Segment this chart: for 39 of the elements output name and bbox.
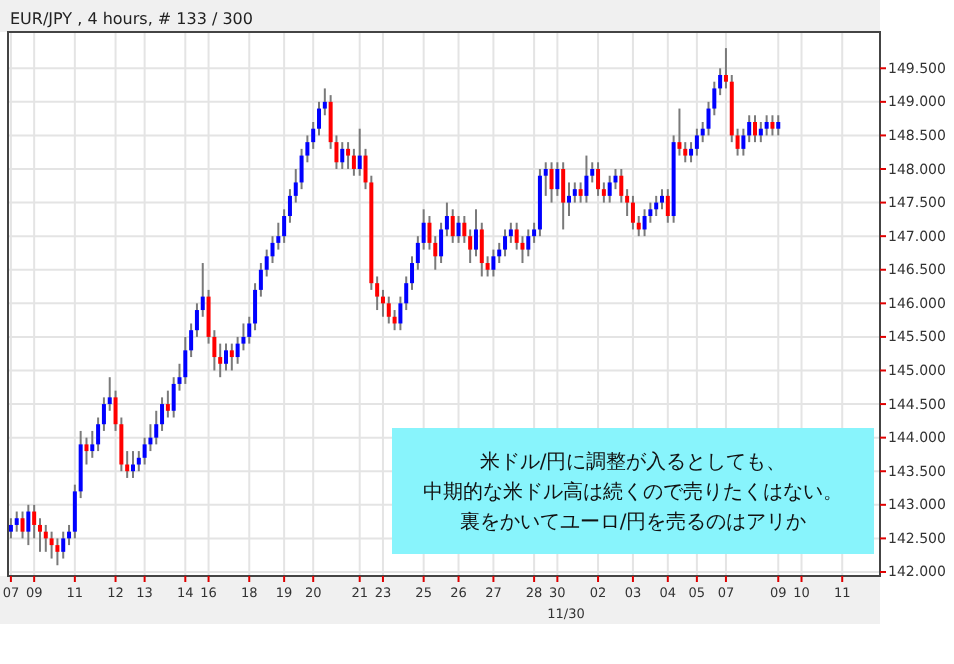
candlestick <box>642 208 647 238</box>
candlestick <box>450 208 455 244</box>
candlestick <box>566 181 571 218</box>
candlestick <box>694 127 699 157</box>
candlestick <box>770 114 775 137</box>
candlestick <box>555 161 560 197</box>
candlestick <box>224 342 228 372</box>
candlestick <box>456 215 461 244</box>
candlestick <box>584 154 589 204</box>
candlestick <box>386 295 391 325</box>
candlestick <box>20 510 25 540</box>
candlestick <box>357 127 362 177</box>
candlestick <box>607 174 612 204</box>
candlestick <box>61 530 66 560</box>
candlestick <box>764 114 769 137</box>
candlestick <box>351 147 356 177</box>
candlestick <box>630 194 635 231</box>
candlestick <box>26 503 31 547</box>
candlestick <box>776 114 781 137</box>
candlestick <box>229 342 234 372</box>
candlestick <box>165 389 170 419</box>
candlestick <box>503 228 508 258</box>
candlestick <box>8 517 13 540</box>
annotation: 米ドル/円に調整が入るとしても、中期的な米ドル高は続くので売りたくはない。裏をかいてユーロ/円を売るのはアリか <box>423 450 843 534</box>
candlestick <box>753 114 758 144</box>
candlestick <box>473 208 478 258</box>
candlestick <box>55 537 60 567</box>
candlestick <box>49 530 54 560</box>
candlestick <box>526 228 531 258</box>
chart-title: EUR/JPY , 4 hours, # 133 / 300 <box>10 10 253 28</box>
candlestick <box>660 188 664 211</box>
candlestick <box>665 188 670 224</box>
candlestick <box>491 248 496 278</box>
candlestick <box>561 161 566 231</box>
candlestick <box>596 161 601 197</box>
candlestick <box>346 141 351 171</box>
candlestick <box>14 510 19 533</box>
candlestick <box>549 161 554 204</box>
candlestick <box>340 141 345 171</box>
